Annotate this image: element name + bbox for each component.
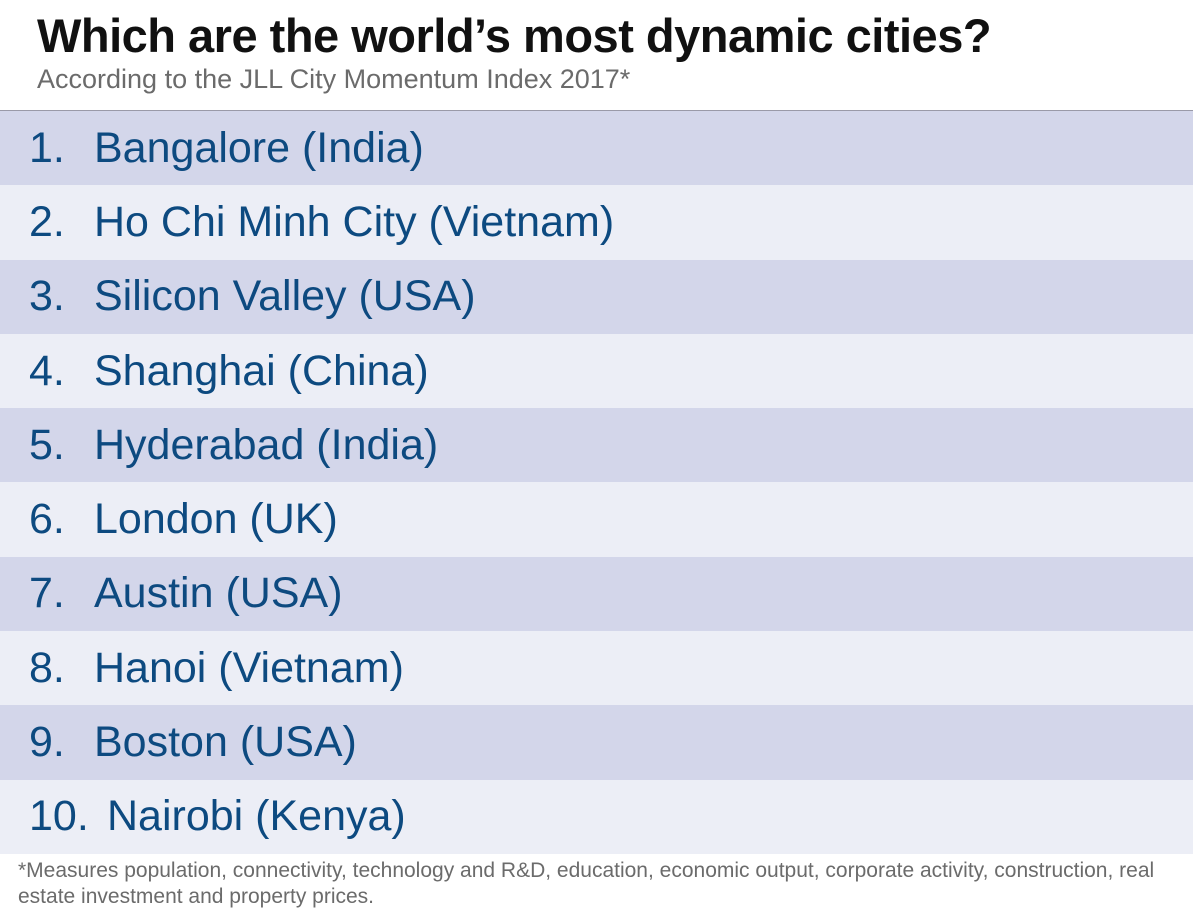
ranking-row: 10. Nairobi (Kenya)	[0, 779, 1193, 854]
city-name: Bangalore (India)	[94, 123, 424, 172]
city-name: Hanoi (Vietnam)	[94, 643, 404, 692]
ranking-row: 5. Hyderabad (India)	[0, 408, 1193, 483]
rank-number: 6.	[29, 495, 65, 544]
rank-number: 5.	[29, 420, 65, 469]
header: Which are the world’s most dynamic citie…	[0, 0, 1193, 112]
ranking-row: 4. Shanghai (China)	[0, 333, 1193, 409]
city-name: Boston (USA)	[94, 718, 357, 767]
ranking-row: 7. Austin (USA)	[0, 556, 1193, 632]
page-subtitle: According to the JLL City Momentum Index…	[37, 64, 631, 94]
rank-number: 7.	[29, 569, 65, 618]
city-name: Silicon Valley (USA)	[94, 272, 476, 321]
city-name: London (UK)	[94, 495, 338, 544]
footnote: *Measures population, connectivity, tech…	[18, 859, 1155, 908]
ranking-row: 2. Ho Chi Minh City (Vietnam)	[0, 185, 1193, 260]
ranking-row: 8. Hanoi (Vietnam)	[0, 631, 1193, 706]
ranking-row: 1. Bangalore (India)	[0, 111, 1193, 186]
ranking-row: 9. Boston (USA)	[0, 705, 1193, 780]
rank-number: 1.	[29, 123, 65, 172]
page-title: Which are the world’s most dynamic citie…	[37, 9, 992, 62]
city-name: Shanghai (China)	[94, 346, 429, 395]
rank-number: 8.	[29, 643, 65, 692]
city-name: Ho Chi Minh City (Vietnam)	[94, 197, 615, 246]
city-name: Austin (USA)	[94, 569, 343, 618]
ranking-row: 3. Silicon Valley (USA)	[0, 259, 1193, 334]
rank-number: 4.	[29, 346, 65, 395]
rank-number: 3.	[29, 272, 65, 321]
header-divider	[0, 110, 1193, 111]
rank-number: 9.	[29, 718, 65, 767]
ranking-row: 6. London (UK)	[0, 482, 1193, 557]
footer	[0, 854, 1193, 920]
ranking-list: 1. Bangalore (India) 2. Ho Chi Minh City (…	[0, 111, 1193, 854]
rank-number: 2.	[29, 197, 65, 246]
rank-number: 10.	[29, 792, 89, 841]
city-name: Nairobi (Kenya)	[107, 792, 406, 841]
city-name: Hyderabad (India)	[94, 420, 439, 469]
